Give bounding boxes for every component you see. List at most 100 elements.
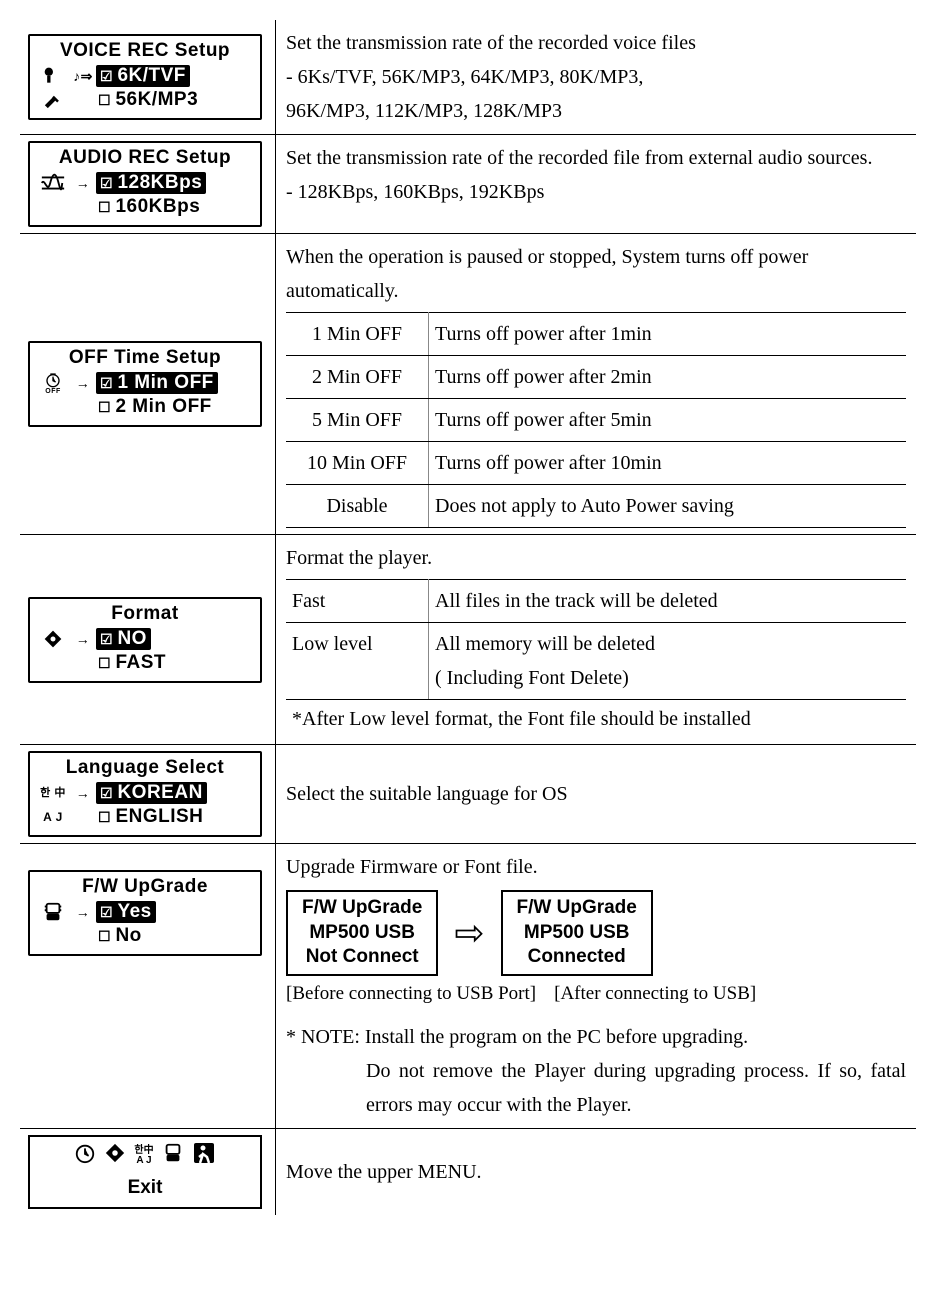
option-unselected: FAST (96, 652, 168, 674)
opt-key: 1 Min OFF (286, 313, 429, 356)
wave-icon (40, 173, 66, 193)
row-firmware: F/W UpGrade → Yes No Upgrade Firmware or… (20, 844, 916, 1129)
fw-box-before: F/W UpGrade MP500 USB Not Connect (286, 890, 438, 976)
opt-key: 10 Min OFF (286, 442, 429, 485)
arrow-icon: → (70, 785, 96, 801)
off-time-table: 1 Min OFFTurns off power after 1min 2 Mi… (286, 312, 906, 528)
opt-val: Turns off power after 10min (429, 442, 907, 485)
lang-icon-aj: A J (36, 810, 70, 824)
manual-page: VOICE REC Setup ♪⇒ 6K/TVF 56K/MP3 Set th… (20, 20, 916, 1215)
exit-person-icon (192, 1141, 216, 1171)
desc-line: - 6Ks/TVF, 56K/MP3, 64K/MP3, 80K/MP3, (286, 60, 906, 94)
diamond-icon (42, 629, 64, 649)
desc-line: Set the transmission rate of the recorde… (286, 141, 906, 175)
desc-format: Format the player. FastAll files in the … (276, 535, 916, 744)
exit-icon-row: 한中A J (36, 1141, 254, 1171)
fw-box-after: F/W UpGrade MP500 USB Connected (501, 890, 653, 976)
lcd-off-time: OFF Time Setup OFF → 1 Min OFF 2 Min OFF (20, 234, 276, 534)
desc-voice-rec: Set the transmission rate of the recorde… (276, 20, 916, 134)
screen-title: Language Select (36, 757, 254, 779)
format-note: *After Low level format, the Font file s… (286, 700, 906, 738)
arrow-icon: → (70, 631, 96, 647)
opt-val: Turns off power after 5min (429, 399, 907, 442)
lcd-voice-rec: VOICE REC Setup ♪⇒ 6K/TVF 56K/MP3 (20, 20, 276, 134)
mic-handle-icon (42, 90, 64, 110)
note-arrow-icon: ♪⇒ (70, 68, 96, 85)
table-row: 5 Min OFFTurns off power after 5min (286, 399, 906, 442)
option-selected: Yes (96, 901, 156, 923)
format-table: FastAll files in the track will be delet… (286, 579, 906, 700)
table-row: 1 Min OFFTurns off power after 1min (286, 313, 906, 356)
opt-key: Low level (286, 623, 429, 700)
opt-val: Turns off power after 2min (429, 356, 907, 399)
screen-title: Format (36, 603, 254, 625)
arrow-icon: → (70, 375, 96, 391)
arrow-icon: → (70, 904, 96, 920)
table-row: DisableDoes not apply to Auto Power savi… (286, 485, 906, 528)
row-format: Format → NO FAST Format the player. Fast… (20, 535, 916, 745)
screen-title: OFF Time Setup (36, 347, 254, 369)
lang-stack-icon: 한中A J (134, 1146, 153, 1166)
lcd-language: Language Select 한 中 → KOREAN A J ENGLISH (20, 745, 276, 843)
desc-line: 96K/MP3, 112K/MP3, 128K/MP3 (286, 94, 906, 128)
fw-line: MP500 USB (302, 921, 422, 946)
fw-flow: F/W UpGrade MP500 USB Not Connect ⇨ F/W … (286, 890, 906, 976)
option-unselected: 2 Min OFF (96, 396, 214, 418)
lcd-firmware: F/W UpGrade → Yes No (20, 844, 276, 1128)
table-row: Low levelAll memory will be deleted ( In… (286, 623, 906, 700)
clock-icon (43, 372, 63, 388)
option-selected: 6K/TVF (96, 65, 190, 87)
opt-val: Turns off power after 1min (429, 313, 907, 356)
chip-icon (162, 1142, 184, 1170)
fw-note1: * NOTE: Install the program on the PC be… (286, 1020, 906, 1054)
diamond-icon (104, 1142, 126, 1170)
screen-title: VOICE REC Setup (36, 40, 254, 62)
lcd-audio-rec: AUDIO REC Setup → 128KBps 160KBps (20, 135, 276, 233)
option-selected: NO (96, 628, 151, 650)
opt-val: Does not apply to Auto Power saving (429, 485, 907, 528)
opt-val: All files in the track will be deleted (429, 580, 907, 623)
fw-line: F/W UpGrade (517, 896, 637, 921)
row-language: Language Select 한 中 → KOREAN A J ENGLISH… (20, 745, 916, 844)
desc-line: Move the upper MENU. (286, 1155, 482, 1189)
option-selected: KOREAN (96, 782, 207, 804)
row-off-time: OFF Time Setup OFF → 1 Min OFF 2 Min OFF… (20, 234, 916, 535)
mic-icon (42, 66, 64, 86)
screen-title: F/W UpGrade (36, 876, 254, 898)
fw-line: Connected (517, 945, 637, 970)
table-row: 10 Min OFFTurns off power after 10min (286, 442, 906, 485)
fw-line: F/W UpGrade (302, 896, 422, 921)
fw-caption-before: [Before connecting to USB Port] (286, 978, 536, 1010)
fw-note2: Do not remove the Player during upgradin… (286, 1054, 906, 1122)
desc-intro: Format the player. (286, 541, 906, 575)
big-arrow-icon: ⇨ (454, 915, 484, 951)
opt-key: Fast (286, 580, 429, 623)
option-unselected: 56K/MP3 (96, 89, 200, 111)
lang-icon-ko: 한 中 (36, 788, 70, 799)
table-row: FastAll files in the track will be delet… (286, 580, 906, 623)
opt-key: 5 Min OFF (286, 399, 429, 442)
option-unselected: 160KBps (96, 196, 202, 218)
row-voice-rec: VOICE REC Setup ♪⇒ 6K/TVF 56K/MP3 Set th… (20, 20, 916, 135)
desc-exit: Move the upper MENU. (276, 1129, 916, 1215)
screen-title: AUDIO REC Setup (36, 147, 254, 169)
exit-label: Exit (36, 1177, 254, 1199)
desc-off-time: When the operation is paused or stopped,… (276, 234, 916, 534)
desc-audio-rec: Set the transmission rate of the recorde… (276, 135, 916, 233)
desc-firmware: Upgrade Firmware or Font file. F/W UpGra… (276, 844, 916, 1128)
desc-language: Select the suitable language for OS (276, 745, 916, 843)
fw-line: MP500 USB (517, 921, 637, 946)
row-exit: 한中A J Exit Move the upper MENU. (20, 1129, 916, 1215)
option-selected: 128KBps (96, 172, 206, 194)
arrow-icon: → (70, 175, 96, 191)
desc-line: Set the transmission rate of the recorde… (286, 26, 906, 60)
clock-off-icon (74, 1142, 96, 1170)
desc-intro: When the operation is paused or stopped,… (286, 240, 906, 308)
desc-line: - 128KBps, 160KBps, 192KBps (286, 175, 906, 209)
lcd-format: Format → NO FAST (20, 535, 276, 744)
lcd-exit: 한中A J Exit (20, 1129, 276, 1215)
fw-caption-after: [After connecting to USB] (554, 978, 756, 1010)
chip-icon (41, 901, 65, 923)
row-audio-rec: AUDIO REC Setup → 128KBps 160KBps Set th… (20, 135, 916, 234)
desc-line: Select the suitable language for OS (286, 777, 568, 811)
